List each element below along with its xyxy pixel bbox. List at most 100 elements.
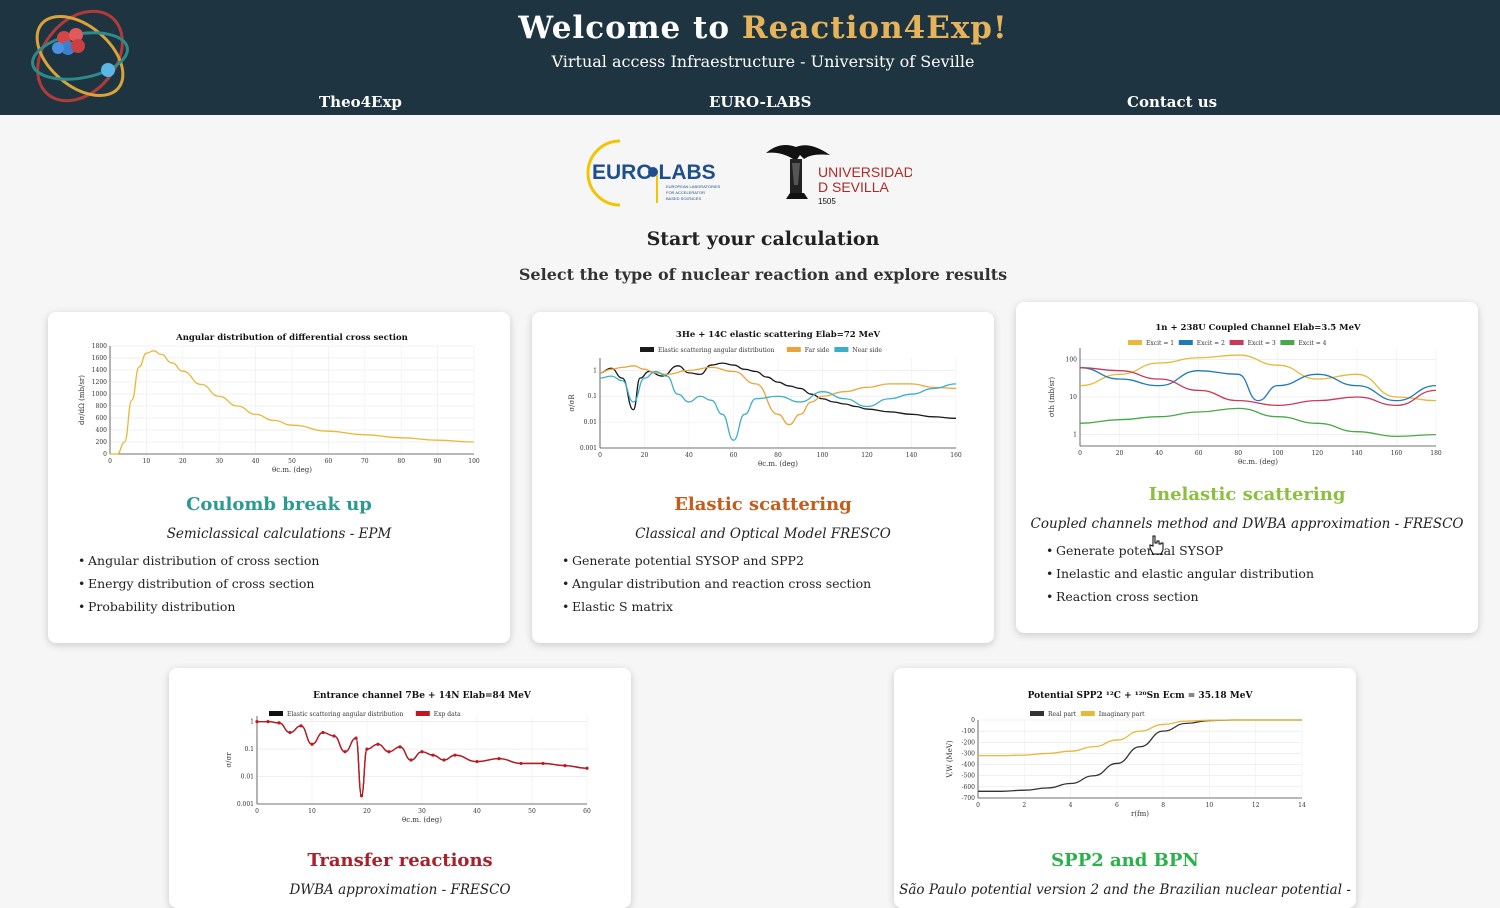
y-tick-label: -100 — [962, 728, 976, 735]
chart-title: 3He + 14C elastic scattering Elab=72 MeV — [676, 330, 881, 340]
card-elastic-scattering[interactable]: 3He + 14C elastic scattering Elab=72 MeV… — [532, 312, 994, 643]
y-tick-label: -300 — [962, 750, 976, 757]
chart-elastic-scattering: 3He + 14C elastic scattering Elab=72 MeV… — [568, 330, 962, 468]
x-tick-label: 60 — [325, 458, 333, 465]
feature-list: Generate potential SYSOP and SPP2 Angula… — [532, 549, 871, 618]
university-name-line1: UNIVERSIDAD — [818, 164, 912, 180]
card-transfer-reactions[interactable]: Entrance channel 7Be + 14N Elab=84 MeV El… — [169, 668, 631, 908]
y-tick-label: -600 — [962, 784, 976, 791]
x-tick-label: 140 — [906, 452, 918, 459]
y-tick-label: 0.01 — [584, 419, 597, 426]
y-axis-label: σ/σR — [568, 394, 576, 412]
legend-swatch — [1178, 340, 1193, 345]
start-title: Start your calculation — [646, 228, 880, 250]
x-tick-label: 100 — [468, 458, 480, 465]
card-subtitle: DWBA approximation - FRESCO — [289, 882, 511, 898]
y-tick-label: 1 — [250, 719, 254, 726]
x-tick-label: 50 — [288, 458, 296, 465]
x-tick-label: 10 — [1206, 802, 1214, 809]
y-tick-label: -500 — [962, 773, 976, 780]
x-axis-label: r(fm) — [1131, 810, 1149, 818]
y-tick-label: 200 — [96, 439, 108, 446]
chart-inelastic-scattering: 1n + 238U Coupled Channel Elab=3.5 MeV Ex… — [1048, 323, 1442, 466]
feature-item: Angular distribution of cross section — [78, 549, 319, 572]
card-title: Transfer reactions — [307, 850, 493, 871]
data-point — [255, 720, 259, 724]
legend-swatch — [786, 347, 801, 352]
data-point — [563, 764, 567, 768]
giralda-emblem-icon — [766, 145, 830, 199]
hand-cursor-icon — [1149, 535, 1164, 555]
nav-link-theo4exp[interactable]: Theo4Exp — [319, 93, 402, 111]
x-tick-label: 0 — [255, 808, 259, 815]
y-axis-label: σth (mb/sr) — [1048, 377, 1056, 417]
card-inelastic-scattering[interactable]: 1n + 238U Coupled Channel Elab=3.5 MeV Ex… — [1016, 302, 1478, 633]
legend-swatch — [1030, 711, 1044, 716]
y-tick-label: 0.1 — [587, 393, 597, 400]
chart-title: Angular distribution of differential cro… — [175, 333, 408, 343]
y-axis-label: dσ/dΩ (mb/sr) — [78, 375, 86, 425]
x-tick-label: 12 — [1252, 802, 1260, 809]
x-tick-label: 30 — [215, 458, 223, 465]
card-subtitle: Classical and Optical Model FRESCO — [635, 526, 891, 542]
legend-swatch — [1229, 340, 1244, 345]
x-tick-label: 40 — [1155, 450, 1163, 457]
legend-swatch — [415, 711, 430, 716]
x-tick-label: 40 — [252, 458, 260, 465]
x-tick-label: 6 — [1115, 802, 1119, 809]
legend-swatch — [1280, 340, 1295, 345]
legend-label: Elastic scattering angular distribution — [287, 711, 403, 718]
x-tick-label: 80 — [397, 458, 405, 465]
data-point — [475, 759, 479, 764]
site-title: Welcome to Reaction4Exp! — [0, 10, 1500, 46]
card-subtitle: Coupled channels method and DWBA approxi… — [1030, 516, 1464, 532]
data-point — [420, 750, 424, 754]
feature-item: Reaction cross section — [1046, 585, 1314, 608]
y-tick-label: 10 — [1069, 394, 1077, 401]
data-point — [343, 750, 347, 754]
x-tick-label: 14 — [1298, 802, 1306, 809]
chart-title: 1n + 238U Coupled Channel Elab=3.5 MeV — [1155, 323, 1361, 333]
y-tick-label: 0 — [971, 717, 975, 724]
chart-spp2-potential: Potential SPP2 ¹²C + ¹²⁰Sn Ecm = 35.18 M… — [946, 691, 1306, 818]
x-tick-label: 160 — [1391, 450, 1403, 457]
card-subtitle: São Paulo potential version 2 and the Br… — [899, 882, 1351, 898]
university-name-line2: D SEVILLA — [818, 179, 889, 195]
y-tick-label: -700 — [962, 795, 976, 802]
x-tick-label: 60 — [730, 452, 738, 459]
universidad-sevilla-logo[interactable]: UNIVERSIDAD D SEVILLA 1505 — [760, 135, 912, 207]
site-header: Welcome to Reaction4Exp! Virtual access … — [0, 0, 1500, 115]
card-title: Inelastic scattering — [1148, 484, 1346, 505]
data-point — [332, 734, 336, 738]
x-tick-label: 140 — [1351, 450, 1363, 457]
start-subtitle: Select the type of nuclear reaction and … — [518, 265, 1008, 284]
card-coulomb-break-up[interactable]: Angular distribution of differential cro… — [48, 312, 510, 643]
data-point — [365, 747, 369, 751]
y-tick-label: 0.01 — [241, 774, 254, 781]
series-line — [1079, 367, 1437, 402]
x-tick-label: 2 — [1022, 802, 1026, 809]
feature-item: Inelastic and elastic angular distributi… — [1046, 562, 1314, 585]
data-point — [376, 742, 380, 746]
site-title-accent: Reaction4Exp! — [741, 10, 1008, 46]
legend-swatch — [1080, 711, 1095, 716]
data-point — [541, 761, 545, 766]
university-year: 1505 — [818, 197, 836, 206]
euro-labs-tagline-2: FOR ACCELERATOR — [666, 190, 705, 195]
x-tick-label: 100 — [817, 452, 829, 459]
x-tick-label: 90 — [434, 458, 442, 465]
feature-item: Generate potential SYSOP and SPP2 — [562, 549, 871, 572]
y-tick-label: 1200 — [92, 379, 107, 386]
x-axis-label: θc.m. (deg) — [1238, 458, 1278, 466]
atom-logo[interactable] — [22, 2, 134, 110]
nav-link-contact-us[interactable]: Contact us — [1127, 93, 1218, 111]
x-axis-label: θc.m. (deg) — [402, 816, 442, 824]
x-tick-label: 160 — [950, 452, 962, 459]
nav-link-euro-labs[interactable]: EURO-LABS — [709, 93, 812, 111]
x-tick-label: 20 — [179, 458, 187, 465]
card-subtitle: Semiclassical calculations - EPM — [166, 526, 392, 542]
legend-label: Real part — [1048, 711, 1077, 718]
euro-labs-logo[interactable]: EURO LABS EUROPEAN LABORATORIES FOR ACCE… — [580, 135, 730, 207]
legend-swatch — [269, 711, 283, 716]
card-spp2-bpn[interactable]: Potential SPP2 ¹²C + ¹²⁰Sn Ecm = 35.18 M… — [894, 668, 1356, 908]
